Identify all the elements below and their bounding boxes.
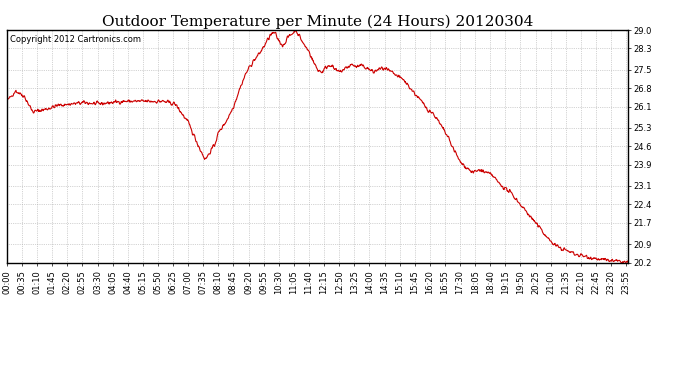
Title: Outdoor Temperature per Minute (24 Hours) 20120304: Outdoor Temperature per Minute (24 Hours…: [101, 15, 533, 29]
Text: Copyright 2012 Cartronics.com: Copyright 2012 Cartronics.com: [10, 34, 141, 44]
